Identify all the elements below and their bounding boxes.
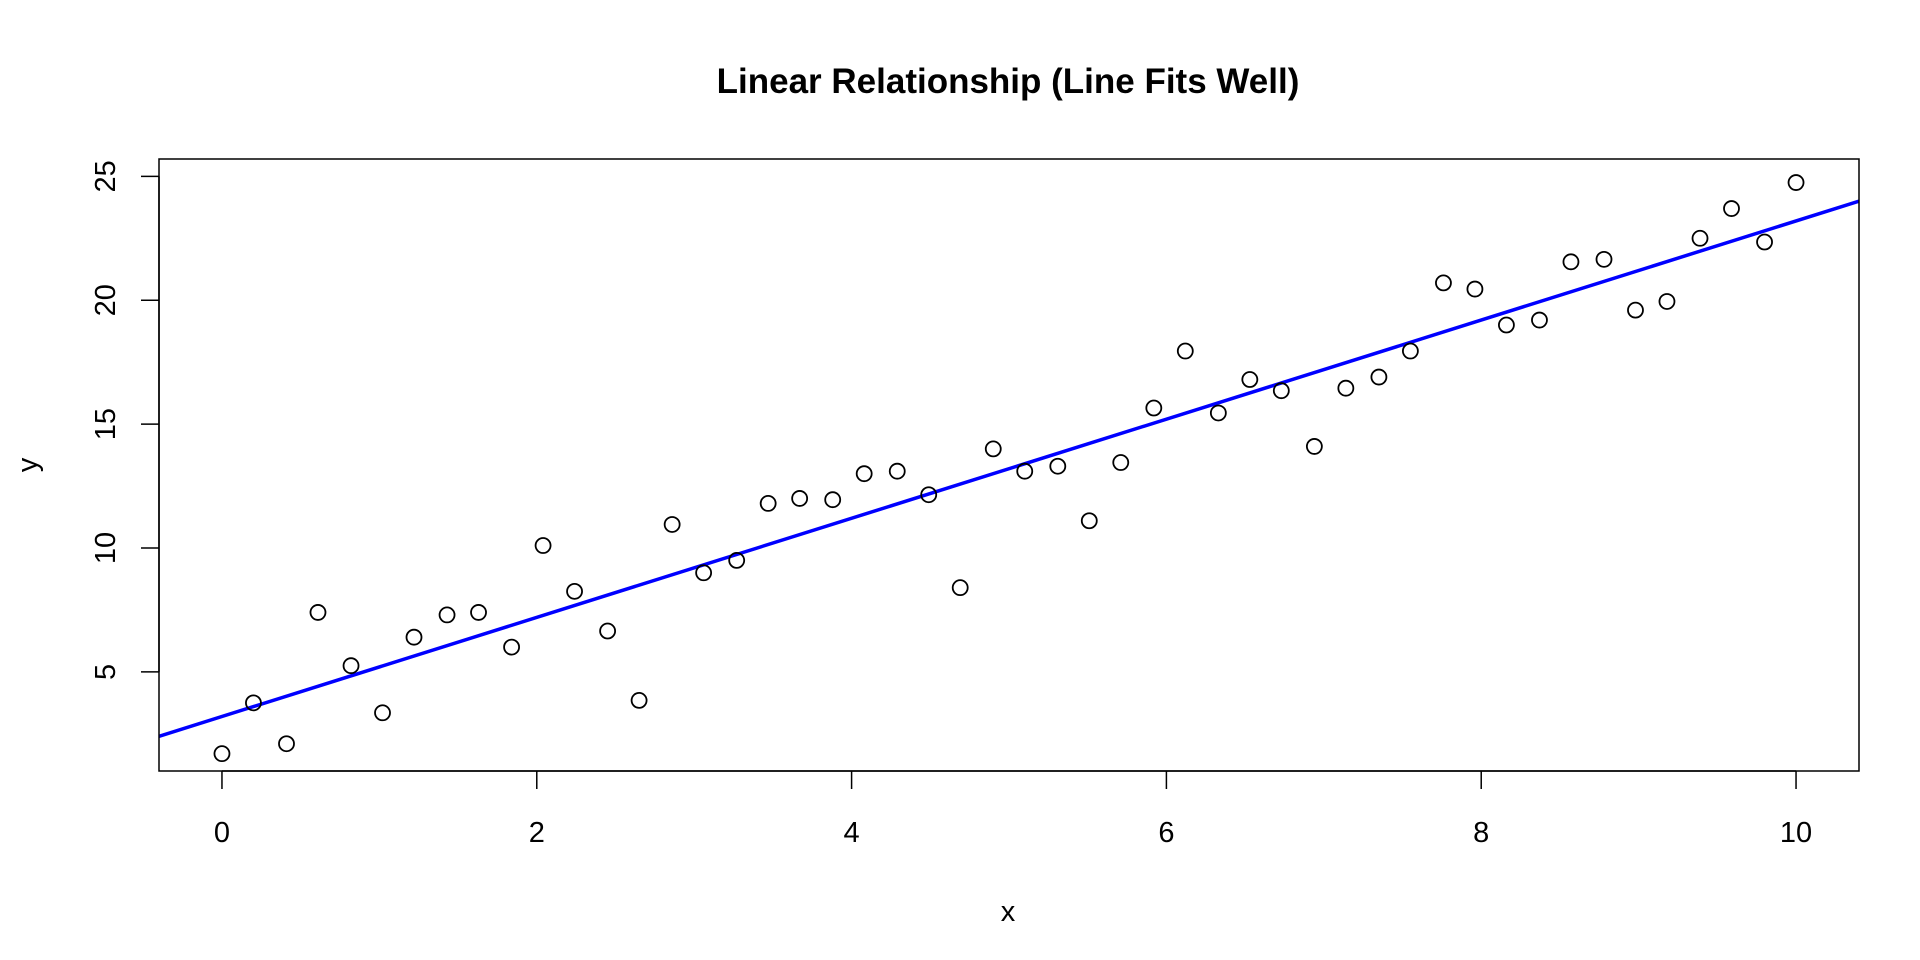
plot-area-border [158, 158, 1860, 772]
chart-title: Linear Relationship (Line Fits Well) [717, 62, 1300, 101]
data-point [1272, 382, 1290, 400]
data-point [1562, 253, 1580, 271]
data-point [984, 440, 1002, 458]
x-tick-label: 4 [844, 817, 860, 849]
data-point [855, 465, 873, 483]
data-point [1049, 457, 1067, 475]
data-point [534, 537, 552, 554]
x-tick-label: 0 [214, 817, 230, 849]
data-point [566, 582, 583, 600]
data-point [405, 628, 423, 646]
fit-line-layer [159, 199, 1859, 738]
data-point [1337, 379, 1355, 397]
data-point [1370, 368, 1388, 386]
data-point [245, 694, 262, 712]
data-point [1401, 342, 1419, 360]
x-tick-label: 10 [1780, 817, 1812, 849]
y-tick-label: 5 [90, 664, 122, 680]
data-point [1080, 512, 1098, 530]
data-point [599, 622, 617, 640]
data-point [1595, 250, 1613, 268]
data-point [1498, 316, 1515, 334]
x-tick-label: 6 [1158, 817, 1174, 849]
y-tick-label: 20 [90, 284, 122, 316]
y-tick-label: 15 [90, 408, 122, 440]
y-tick-label: 25 [90, 160, 122, 192]
data-point [695, 564, 713, 582]
data-point [1756, 233, 1773, 251]
data-point [759, 495, 777, 512]
data-point [503, 638, 520, 656]
data-point [920, 486, 938, 504]
data-points [213, 174, 1805, 763]
y-axis-title: y [12, 457, 44, 472]
data-point [1658, 293, 1676, 310]
data-point [309, 604, 327, 621]
data-point [951, 579, 969, 597]
x-axis-title: x [1001, 896, 1016, 928]
data-point [824, 491, 842, 509]
data-point [791, 490, 809, 507]
data-point [1305, 438, 1323, 455]
data-point [1145, 399, 1163, 417]
data-point [1691, 229, 1709, 247]
x-tick-label: 2 [529, 817, 545, 849]
data-point [630, 691, 648, 709]
data-point [1176, 342, 1194, 360]
data-point [1723, 200, 1740, 217]
data-point [1531, 311, 1548, 329]
data-point [470, 604, 487, 621]
data-point [1209, 404, 1227, 422]
data-point [438, 606, 456, 624]
data-point [888, 462, 906, 480]
data-point [1627, 301, 1644, 319]
axis-ticks: 0 2 4 6 8 10 5 10 15 20 25 [90, 160, 1812, 849]
data-point [1466, 280, 1484, 298]
data-point [1016, 462, 1034, 480]
data-point [278, 735, 295, 753]
regression-line [159, 199, 1859, 738]
data-point [342, 657, 360, 675]
data-point [1241, 371, 1259, 388]
data-point [663, 516, 681, 533]
y-tick-label: 10 [90, 532, 122, 564]
data-point [1787, 174, 1805, 191]
data-point [1435, 274, 1452, 292]
data-point [728, 551, 746, 569]
x-tick-label: 8 [1473, 817, 1489, 849]
data-point [213, 745, 231, 763]
data-point [1112, 454, 1130, 471]
data-point [374, 704, 391, 722]
